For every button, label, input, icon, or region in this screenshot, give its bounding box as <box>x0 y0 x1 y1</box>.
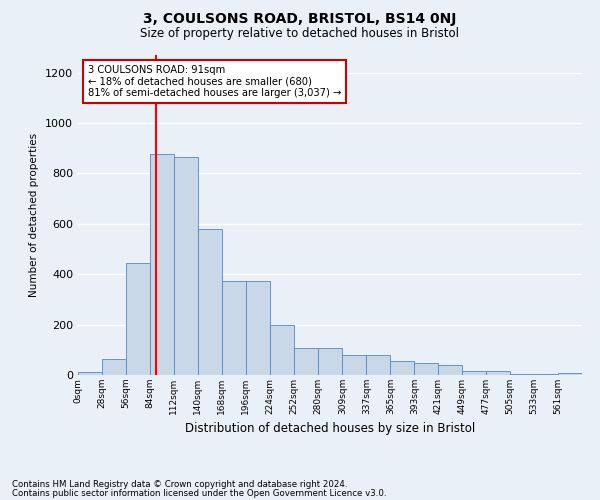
Bar <box>486 371 510 375</box>
Text: 3 COULSONS ROAD: 91sqm
← 18% of detached houses are smaller (680)
81% of semi-de: 3 COULSONS ROAD: 91sqm ← 18% of detached… <box>88 64 341 98</box>
Bar <box>102 358 126 375</box>
Text: Contains HM Land Registry data © Crown copyright and database right 2024.: Contains HM Land Registry data © Crown c… <box>12 480 347 489</box>
X-axis label: Distribution of detached houses by size in Bristol: Distribution of detached houses by size … <box>185 422 475 436</box>
Bar <box>126 263 150 375</box>
Bar <box>198 229 222 375</box>
Bar <box>462 371 486 375</box>
Bar <box>414 363 438 375</box>
Bar <box>222 280 246 375</box>
Bar <box>534 374 558 375</box>
Bar <box>269 324 293 375</box>
Text: 3, COULSONS ROAD, BRISTOL, BS14 0NJ: 3, COULSONS ROAD, BRISTOL, BS14 0NJ <box>143 12 457 26</box>
Bar <box>367 355 391 375</box>
Text: Contains public sector information licensed under the Open Government Licence v3: Contains public sector information licen… <box>12 488 386 498</box>
Bar <box>391 361 414 375</box>
Bar <box>510 374 534 375</box>
Y-axis label: Number of detached properties: Number of detached properties <box>29 133 40 297</box>
Bar <box>558 373 582 375</box>
Bar <box>174 157 198 375</box>
Bar <box>317 348 341 375</box>
Bar <box>293 348 317 375</box>
Bar <box>150 154 174 375</box>
Bar <box>78 372 102 375</box>
Bar <box>343 355 367 375</box>
Bar <box>438 365 462 375</box>
Text: Size of property relative to detached houses in Bristol: Size of property relative to detached ho… <box>140 28 460 40</box>
Bar <box>246 280 269 375</box>
